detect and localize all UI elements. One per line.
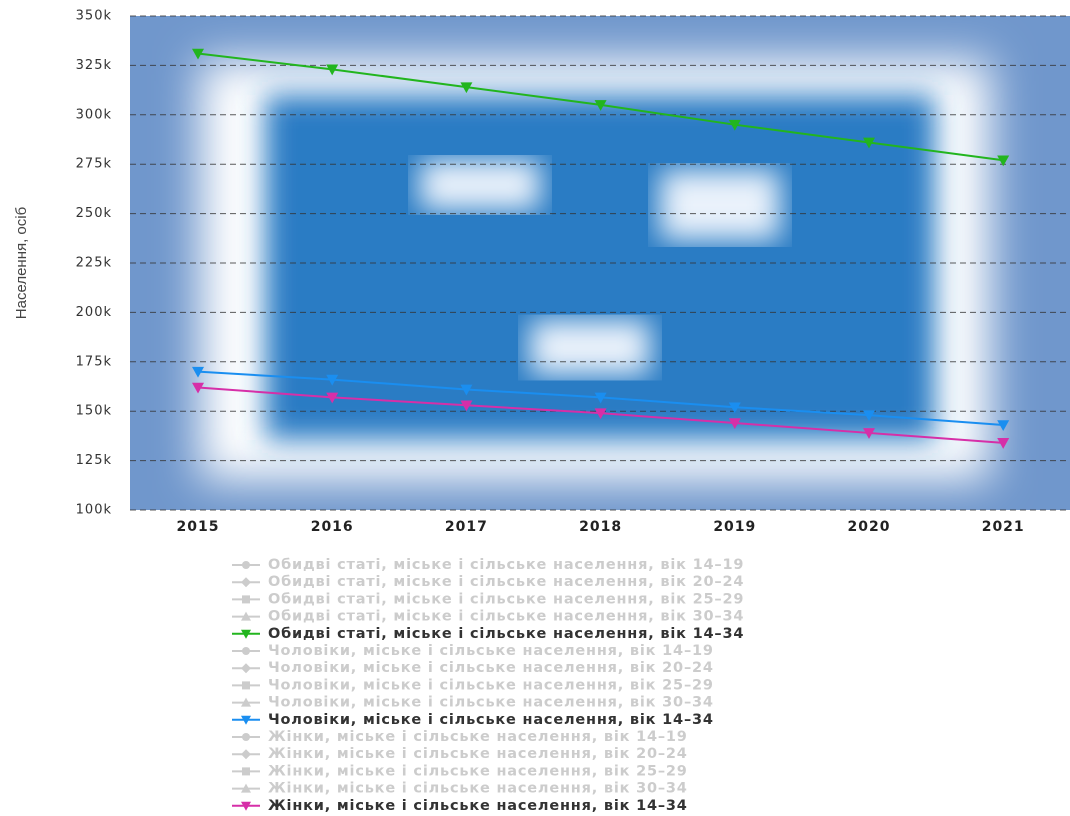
data-point [460, 400, 473, 412]
legend-item[interactable]: Жінки, міське і сільське населення, вік … [232, 763, 688, 779]
legend-label: Обидві статі, міське і сільське населенн… [268, 557, 744, 573]
data-point [863, 137, 875, 149]
legend-item[interactable]: Жінки, міське і сільське населення, вік … [232, 798, 688, 814]
legend-marker [241, 611, 251, 621]
legend-item[interactable]: Жінки, міське і сільське населення, вік … [232, 746, 688, 762]
data-point [728, 402, 741, 414]
data-point [326, 374, 339, 386]
y-tick-label: 100k [76, 503, 112, 518]
legend-marker [241, 783, 251, 793]
data-point [594, 100, 607, 111]
legend-marker [241, 697, 251, 707]
legend-label: Жінки, міське і сільське населення, вік … [268, 729, 688, 745]
legend-label: Жінки, міське і сільське населення, вік … [268, 746, 688, 762]
legend-item[interactable]: Обидві статі, міське і сільське населенн… [232, 557, 744, 573]
legend-marker [241, 629, 251, 639]
y-tick-label: 350k [76, 9, 112, 24]
legend-item[interactable]: Чоловіки, міське і сільське населення, в… [232, 660, 714, 676]
data-point [594, 392, 607, 404]
legend-label: Жінки, міське і сільське населення, вік … [268, 798, 688, 814]
data-point [997, 155, 1010, 167]
legend-marker [241, 663, 251, 674]
data-point [863, 428, 875, 439]
legend-label: Обидві статі, міське і сільське населенн… [268, 626, 744, 642]
legend-marker [242, 733, 250, 741]
legend-item[interactable]: Чоловіки, міське і сільське населення, в… [232, 712, 714, 728]
y-axis-title: Населення, осіб [13, 207, 30, 319]
x-tick-label: 2016 [311, 519, 354, 535]
legend-item[interactable]: Обидві статі, міське і сільське населенн… [232, 609, 744, 625]
legend-label: Жінки, міське і сільське населення, вік … [268, 763, 688, 779]
legend-marker [241, 577, 251, 588]
y-tick-label: 125k [76, 453, 112, 468]
legend-label: Чоловіки, міське і сільське населення, в… [268, 695, 714, 711]
data-point [997, 438, 1010, 449]
data-point [192, 382, 204, 394]
data-point [326, 64, 339, 76]
x-tick-label: 2015 [177, 519, 220, 535]
legend-marker [242, 647, 250, 655]
data-point [728, 418, 741, 430]
legend-label: Чоловіки, міське і сільське населення, в… [268, 643, 714, 659]
legend-label: Обидві статі, міське і сільське населенн… [268, 609, 744, 625]
legend-marker [242, 767, 250, 776]
x-tick-label: 2018 [579, 519, 622, 535]
y-tick-label: 325k [76, 58, 112, 73]
y-tick-label: 175k [76, 354, 112, 369]
legend-marker [242, 561, 250, 569]
data-point [728, 119, 741, 131]
y-tick-label: 150k [76, 404, 112, 419]
x-tick-label: 2020 [848, 519, 891, 535]
legend-item[interactable]: Жінки, міське і сільське населення, вік … [232, 781, 688, 797]
legend-marker [241, 715, 251, 725]
data-point [460, 82, 473, 94]
y-tick-label: 275k [76, 157, 112, 172]
data-point [460, 384, 473, 396]
legend-label: Обидві статі, міське і сільське населенн… [268, 574, 744, 590]
y-tick-label: 225k [76, 256, 112, 271]
data-point [192, 366, 204, 378]
legend-item[interactable]: Обидві статі, міське і сільське населенн… [232, 626, 744, 642]
data-point [326, 392, 339, 404]
data-point [863, 410, 875, 422]
data-point [997, 420, 1010, 432]
legend-label: Чоловіки, міське і сільське населення, в… [268, 660, 714, 676]
legend-item[interactable]: Чоловіки, міське і сільське населення, в… [232, 695, 714, 711]
y-tick-label: 200k [76, 305, 112, 320]
y-tick-label: 250k [76, 206, 112, 221]
legend-marker [242, 681, 250, 690]
data-point [192, 48, 204, 60]
legend-marker [241, 801, 251, 811]
legend-item[interactable]: Чоловіки, міське і сільське населення, в… [232, 677, 714, 693]
legend-marker [241, 749, 251, 760]
y-tick-label: 300k [76, 107, 112, 122]
legend-marker [242, 595, 250, 604]
legend-item[interactable]: Обидві статі, міське і сільське населенн… [232, 591, 744, 607]
x-tick-label: 2017 [445, 519, 488, 535]
legend-label: Жінки, міське і сільське населення, вік … [268, 781, 688, 797]
legend-item[interactable]: Жінки, міське і сільське населення, вік … [232, 729, 688, 745]
legend-label: Чоловіки, міське і сільське населення, в… [268, 677, 714, 693]
legend-label: Обидві статі, міське і сільське населенн… [268, 591, 744, 607]
x-tick-label: 2019 [713, 519, 756, 535]
data-point [594, 408, 607, 420]
x-tick-label: 2021 [982, 519, 1025, 535]
legend-item[interactable]: Обидві статі, міське і сільське населенн… [232, 574, 744, 590]
legend-label: Чоловіки, міське і сільське населення, в… [268, 712, 714, 728]
legend-item[interactable]: Чоловіки, міське і сільське населення, в… [232, 643, 714, 659]
